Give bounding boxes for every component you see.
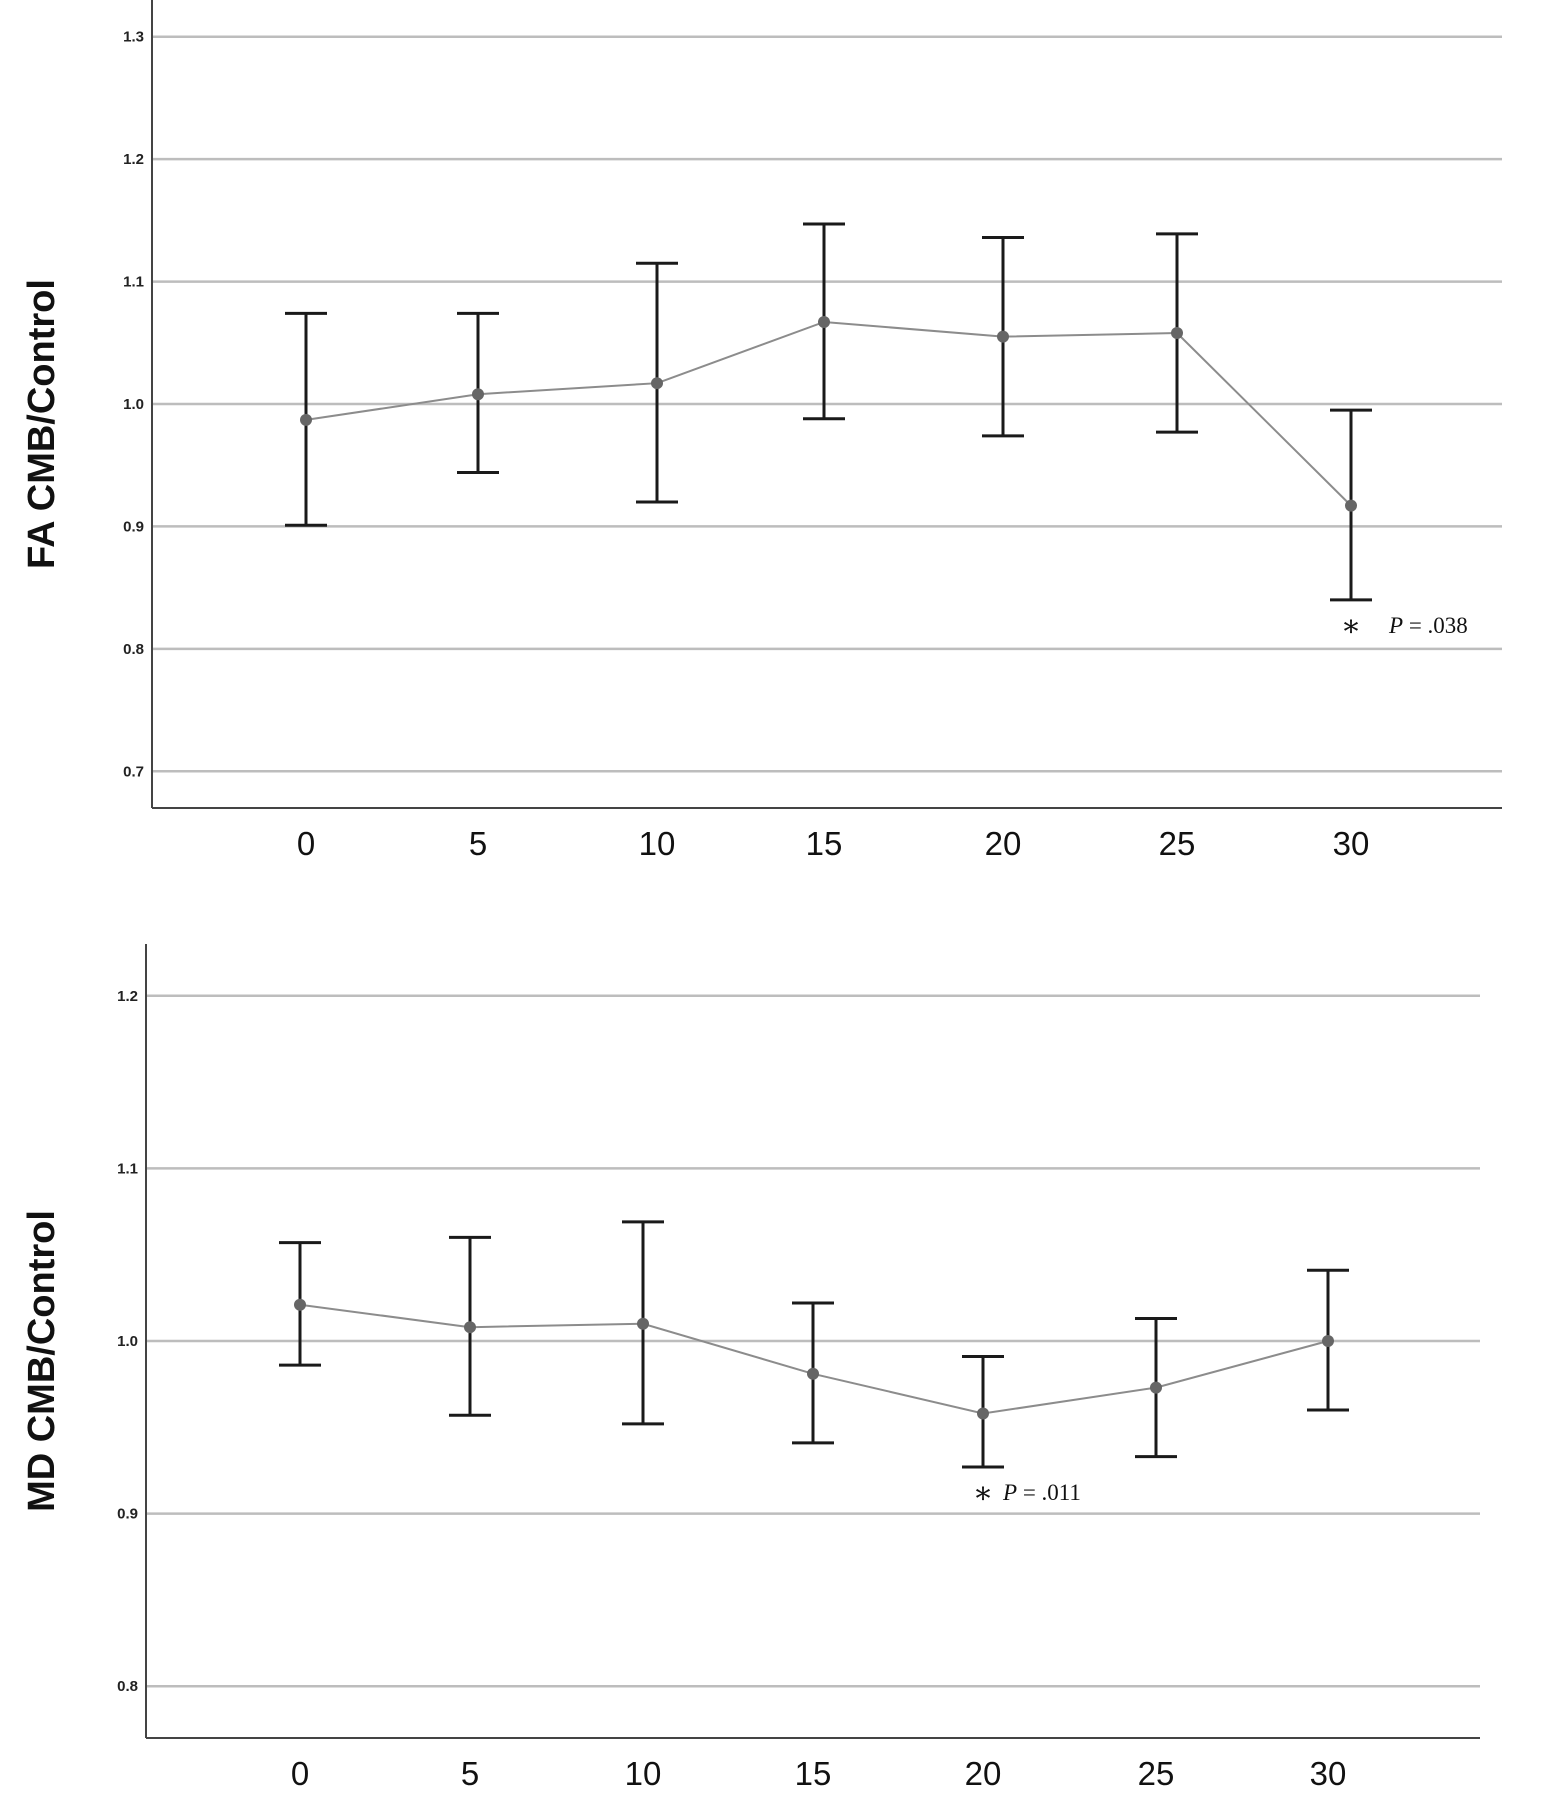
x-tick-label: 25 (1138, 1755, 1175, 1792)
y-axis-label: FA CMB/Control (21, 279, 63, 569)
md-chart-panel: 0.8 0.9 1.0 1.1 1.2 0 5 10 15 20 25 30 MD CMB/Contro… (21, 944, 1480, 1792)
y-tick-label: 0.8 (117, 1678, 138, 1695)
data-point (464, 1321, 476, 1334)
x-tick-label: 5 (461, 1755, 479, 1792)
x-tick-label: 15 (795, 1755, 832, 1792)
series-line (305, 320, 1352, 507)
data-point (1345, 499, 1357, 512)
fa-chart-panel: 0.7 0.8 0.9 1.0 1.1 1.2 1.3 0 5 10 15 20 25 30 FA CMB/… (21, 0, 1502, 862)
y-tick-label: 0.8 (123, 641, 144, 658)
data-point (1322, 1335, 1334, 1347)
y-tick-label: 1.1 (117, 1160, 138, 1177)
y-tick-label: 1.2 (117, 988, 138, 1005)
x-tick-label: 10 (639, 825, 676, 862)
y-tick-label: 0.7 (123, 763, 144, 780)
data-point (1171, 326, 1183, 339)
data-point (637, 1317, 649, 1330)
x-tick-label: 5 (469, 825, 487, 862)
p-value-annotation: P = .011 (1002, 1480, 1081, 1505)
x-tick-label: 30 (1310, 1755, 1347, 1792)
x-tick-label: 25 (1159, 825, 1196, 862)
x-tick-label: 20 (965, 1755, 1002, 1792)
x-tick-label: 10 (625, 1755, 662, 1792)
data-point (807, 1367, 819, 1380)
x-tick-label: 20 (985, 825, 1022, 862)
x-tick-label: 30 (1333, 825, 1370, 862)
y-tick-label: 0.9 (123, 518, 144, 535)
y-axis-label: MD CMB/Control (21, 1210, 63, 1512)
y-tick-label: 0.9 (117, 1506, 138, 1523)
data-point (977, 1407, 989, 1420)
data-point (1150, 1381, 1162, 1394)
data-point (818, 315, 830, 328)
y-tick-label: 1.2 (123, 151, 144, 168)
significance-star: * (1344, 615, 1359, 650)
x-tick-label: 0 (291, 1755, 309, 1792)
x-tick-label: 0 (297, 825, 315, 862)
y-tick-label: 1.3 (123, 29, 144, 46)
data-point (472, 388, 484, 401)
y-tick-label: 1.0 (123, 396, 144, 413)
significance-star: * (976, 1482, 991, 1517)
x-tick-label: 15 (806, 825, 843, 862)
p-value-annotation: P = .038 (1388, 613, 1468, 638)
data-point (294, 1298, 306, 1311)
y-tick-label: 1.1 (123, 274, 144, 291)
y-tick-label: 1.0 (117, 1333, 138, 1350)
data-point (300, 413, 312, 426)
data-point (997, 330, 1009, 343)
data-point (651, 377, 663, 390)
